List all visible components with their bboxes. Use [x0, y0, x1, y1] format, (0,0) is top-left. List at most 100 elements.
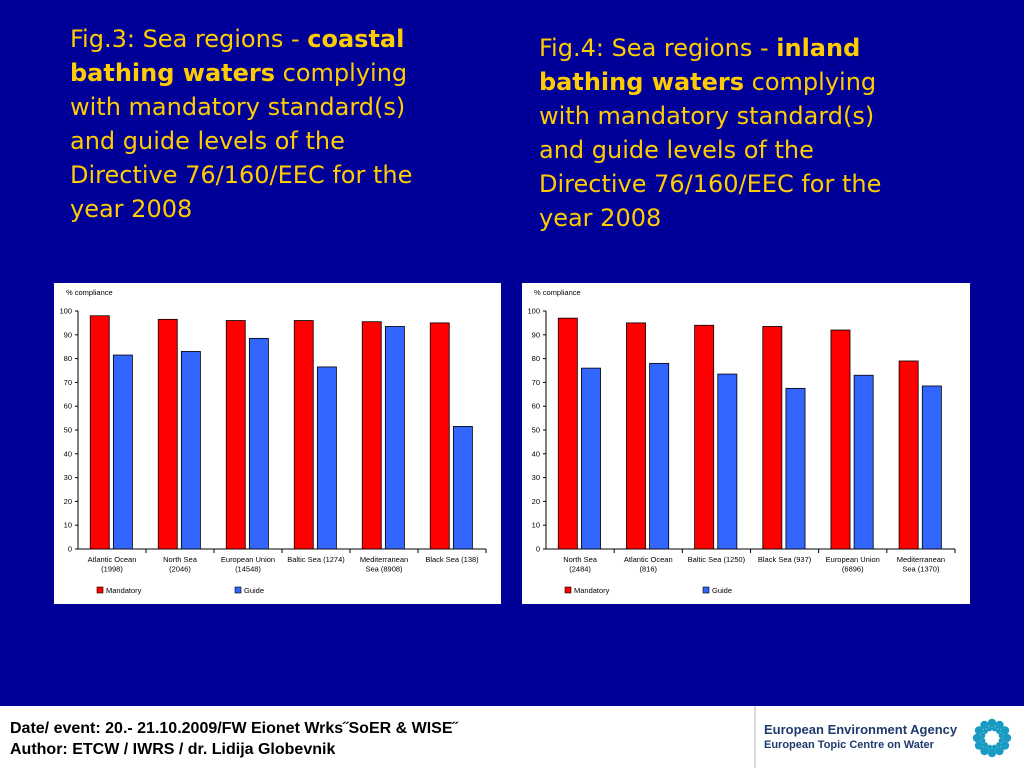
- y-tick-label: 20: [64, 497, 72, 506]
- x-tick-label: Baltic Sea (1274): [287, 555, 345, 564]
- logo-ray-inner: [982, 728, 988, 734]
- y-tick-label: 50: [64, 426, 72, 435]
- logo-ray-inner: [991, 726, 998, 732]
- bar-mandatory-4: [830, 329, 851, 550]
- fig4-title-prefix: Fig.4: Sea regions -: [539, 34, 769, 62]
- bar-mandatory-1: [157, 318, 178, 550]
- y-tick-label: 50: [532, 426, 540, 435]
- legend-swatch-guide: [234, 586, 242, 594]
- logo-ray-inner: [980, 732, 986, 739]
- bar-guide-1: [649, 362, 670, 550]
- y-tick-label: 10: [532, 521, 540, 530]
- logo-ray-inner: [998, 737, 1004, 744]
- x-tick-label: Black Sea (138): [425, 555, 479, 564]
- y-tick-label: 100: [527, 307, 540, 316]
- x-tick-label: European Union: [826, 555, 880, 564]
- x-tick-label: Mediterranean: [897, 555, 945, 564]
- legend-swatch-guide: [702, 586, 710, 594]
- x-tick-label: (14548): [235, 565, 261, 574]
- bar-mandatory-1: [626, 322, 646, 550]
- x-tick-label: North Sea: [563, 555, 598, 564]
- x-tick-label: Black Sea (937): [758, 555, 812, 564]
- chart-panel-coastal: % compliance 0 10 20 30 40 50 60 70 80 90 100 Atlant…: [54, 283, 501, 604]
- y-tick-label: 40: [532, 449, 540, 458]
- logo-ray: [1000, 726, 1010, 735]
- bar-mandatory-5: [429, 322, 450, 550]
- x-tick-label: European Union: [221, 555, 275, 564]
- coastal-bar-chart: % compliance 0 10 20 30 40 50 60 70 80 90 100 Atlant…: [59, 288, 487, 595]
- logo-ray: [987, 718, 997, 728]
- footer-author: Author: ETCW / IWRS / dr. Lidija Globevn…: [10, 741, 336, 758]
- inland-bar-chart: % compliance 0 10 20 30 40 50 60 70 80 90 100 North …: [527, 288, 956, 595]
- x-tick-label: (1998): [101, 565, 123, 574]
- y-tick-label: 10: [64, 521, 72, 530]
- y-tick-label: 70: [64, 378, 72, 387]
- bar-guide-1: [180, 351, 201, 550]
- x-tick-label: Mediterranean: [360, 555, 408, 564]
- eea-org-name: European Environment Agency European Top…: [764, 722, 957, 752]
- y-tick-label: 30: [64, 473, 72, 482]
- logo-ray: [974, 741, 984, 750]
- legend-label-mandatory: Mandatory: [574, 586, 610, 595]
- y-tick-label: 90: [64, 330, 72, 339]
- footer-bar: Date/ event: 20.- 21.10.2009/FW Eionet W…: [0, 706, 1024, 768]
- x-tick-label: Sea (8908): [365, 565, 403, 574]
- y-axis-label: % compliance: [534, 288, 581, 297]
- bar-mandatory-3: [762, 326, 783, 550]
- logo-ray-inner: [980, 737, 986, 744]
- logo-ray: [980, 720, 989, 730]
- y-tick-label: 90: [532, 330, 540, 339]
- bar-guide-2: [717, 373, 738, 550]
- logo-ray: [1000, 741, 1010, 750]
- logo-ray: [1002, 733, 1012, 743]
- y-tick-label: 70: [532, 378, 540, 387]
- bar-guide-5: [921, 385, 942, 550]
- eea-agency-name: European Environment Agency: [764, 722, 958, 737]
- x-tick-label: North Sea: [163, 555, 198, 564]
- bar-mandatory-5: [898, 360, 919, 550]
- fig3-title-prefix: Fig.3: Sea regions -: [70, 25, 300, 53]
- bar-guide-0: [581, 367, 601, 550]
- bar-guide-3: [785, 387, 806, 550]
- footer-divider: [754, 706, 756, 768]
- legend-label-guide: Guide: [244, 586, 264, 595]
- eea-sun-logo-icon: [972, 718, 1012, 758]
- fig3-title-rest: complying with mandatory standard(s) and…: [70, 59, 413, 223]
- legend-swatch-mandatory: [564, 586, 572, 594]
- x-tick-label: Atlantic Ocean: [88, 555, 137, 564]
- fig4-title-bold: inland bathing waters: [539, 34, 861, 96]
- y-tick-label: 0: [536, 545, 540, 554]
- bar-mandatory-0: [557, 317, 578, 550]
- logo-ray-inner: [986, 744, 993, 750]
- logo-ray: [995, 720, 1004, 730]
- fig4-title-rest: complying with mandatory standard(s) and…: [539, 68, 882, 232]
- footer-credits: Date/ event: 20.- 21.10.2009/FW Eionet W…: [10, 718, 458, 760]
- y-tick-label: 40: [64, 449, 72, 458]
- x-tick-label: (816): [639, 565, 657, 574]
- bar-guide-4: [853, 374, 874, 550]
- bar-guide-0: [112, 354, 133, 550]
- bar-mandatory-0: [89, 315, 110, 550]
- legend-label-guide: Guide: [712, 586, 732, 595]
- legend-swatch-mandatory: [96, 586, 104, 594]
- y-tick-label: 80: [532, 354, 540, 363]
- logo-ray-inner: [996, 742, 1002, 748]
- y-tick-label: 30: [532, 473, 540, 482]
- bar-guide-5: [452, 426, 473, 550]
- bar-mandatory-4: [361, 321, 382, 550]
- bar-guide-2: [248, 337, 269, 550]
- logo-ray-inner: [982, 742, 988, 748]
- y-tick-label: 0: [68, 545, 72, 554]
- y-tick-label: 100: [59, 307, 72, 316]
- logo-ray: [995, 746, 1004, 756]
- logo-ray: [987, 748, 997, 758]
- x-tick-label: Baltic Sea (1250): [688, 555, 746, 564]
- chart-panel-inland: % compliance 0 10 20 30 40 50 60 70 80 90 100 North …: [522, 283, 970, 604]
- x-tick-label: (2046): [169, 565, 191, 574]
- bar-mandatory-2: [225, 320, 246, 550]
- logo-ray: [972, 733, 982, 743]
- legend-label-mandatory: Mandatory: [106, 586, 142, 595]
- x-tick-label: Sea (1370): [902, 565, 940, 574]
- fig4-title: Fig.4: Sea regions - inland bathing wate…: [539, 31, 899, 235]
- logo-ray-inner: [986, 726, 993, 732]
